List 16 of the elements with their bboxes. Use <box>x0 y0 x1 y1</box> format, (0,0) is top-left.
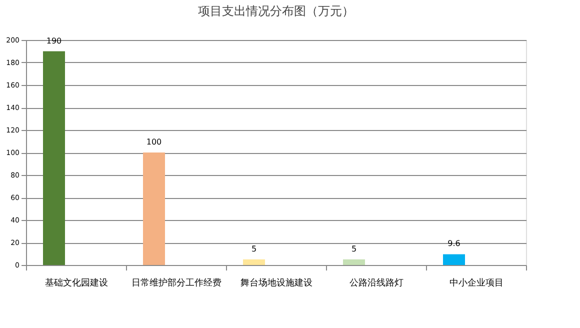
x-tick-label: 中小企业项目 <box>450 278 504 288</box>
data-label: 5 <box>351 244 357 254</box>
chart-title: 项目支出情况分布图（万元） <box>198 4 354 18</box>
bar <box>43 51 65 265</box>
bar <box>443 254 465 265</box>
bar <box>343 259 365 265</box>
bar <box>143 152 165 265</box>
data-label: 100 <box>146 138 162 146</box>
data-label: 5 <box>251 244 257 254</box>
bar <box>243 259 265 265</box>
x-tick-label: 舞台场地设施建设 <box>240 278 312 288</box>
data-label: 190 <box>46 36 62 46</box>
x-tick-label: 日常维护部分工作经费 <box>132 278 222 288</box>
x-tick-label: 基础文化园建设 <box>45 278 108 288</box>
data-label: 9.6 <box>448 239 460 248</box>
x-tick-label: 公路沿线路灯 <box>350 278 404 288</box>
